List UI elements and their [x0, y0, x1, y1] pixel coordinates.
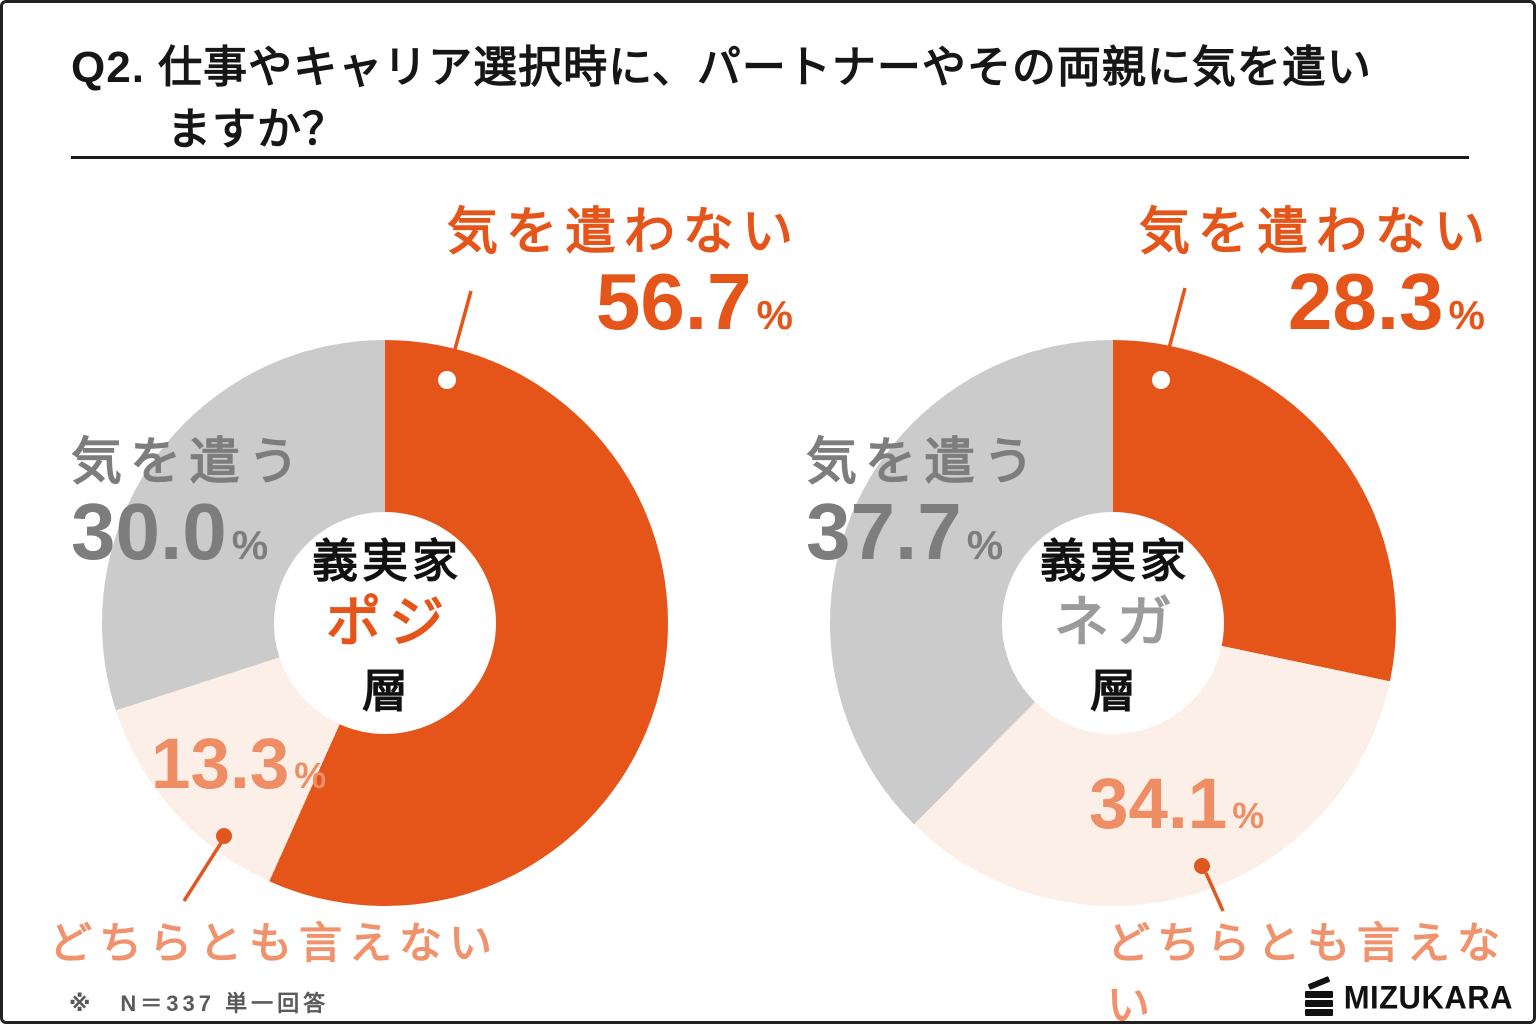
donut-chart-negative: 義実家 ネガ 層	[830, 340, 1396, 906]
center-label-group: ネガ	[1053, 591, 1180, 654]
percent-sign: %	[966, 522, 1004, 569]
label-neutral-value-positive: 13.3%	[151, 729, 326, 800]
label-no-concern-negative: 気を遣わない 28.3%	[1139, 203, 1485, 347]
segment-label: 気を遣う	[806, 433, 1043, 490]
percent-sign: %	[294, 755, 327, 796]
center-label-bottom: 層	[1090, 664, 1140, 717]
label-neutral-name-negative: どちらとも言えない	[1107, 920, 1507, 1024]
page-title: Q2. 仕事やキャリア選択時に、パートナーやその両親に気を遣い ますか？	[71, 37, 1471, 162]
segment-value: 13.3	[151, 725, 290, 804]
center-label-top: 義実家	[312, 535, 462, 588]
label-neutral-name-positive: どちらとも言えない	[49, 920, 499, 968]
donut-chart-positive: 義実家 ポジ 層	[102, 340, 668, 906]
segment-label: 気を遣わない	[446, 203, 801, 260]
segment-value: 56.7	[595, 257, 752, 347]
title-line1: Q2. 仕事やキャリア選択時に、パートナーやその両親に気を遣い	[71, 43, 1372, 92]
leader-line-neutral-positive	[182, 842, 223, 902]
brand-name: MIZUKARA	[1343, 979, 1513, 1016]
segment-label: 気を遣わない	[1138, 203, 1493, 260]
segment-value: 30.0	[71, 487, 227, 577]
percent-sign: %	[231, 522, 269, 569]
segment-label: 気を遣う	[71, 433, 308, 490]
segment-value: 37.7	[806, 487, 962, 577]
title-line2: ますか？	[167, 105, 347, 155]
brand-logo: MIZUKARA	[1304, 976, 1513, 1017]
center-label-group: ポジ	[325, 591, 452, 654]
segment-value: 28.3	[1287, 257, 1444, 347]
donut-center-positive: 義実家 ポジ 層	[274, 512, 496, 734]
title-underline	[71, 156, 1469, 159]
percent-sign: %	[1448, 292, 1485, 339]
donut-center-negative: 義実家 ネガ 層	[1002, 512, 1224, 734]
label-neutral-value-negative: 34.1%	[1089, 769, 1264, 840]
label-concern-negative: 気を遣う 37.7%	[806, 433, 1043, 577]
segment-value: 34.1	[1089, 765, 1228, 844]
percent-sign: %	[756, 292, 793, 339]
center-label-bottom: 層	[362, 664, 412, 717]
percent-sign: %	[1232, 795, 1265, 836]
sample-size-note: ※ N＝337 単一回答	[69, 991, 330, 1016]
center-label-top: 義実家	[1040, 535, 1190, 588]
label-no-concern-positive: 気を遣わない 56.7%	[447, 203, 793, 347]
mizukara-logo-icon	[1304, 976, 1337, 1017]
label-concern-positive: 気を遣う 30.0%	[71, 433, 308, 577]
